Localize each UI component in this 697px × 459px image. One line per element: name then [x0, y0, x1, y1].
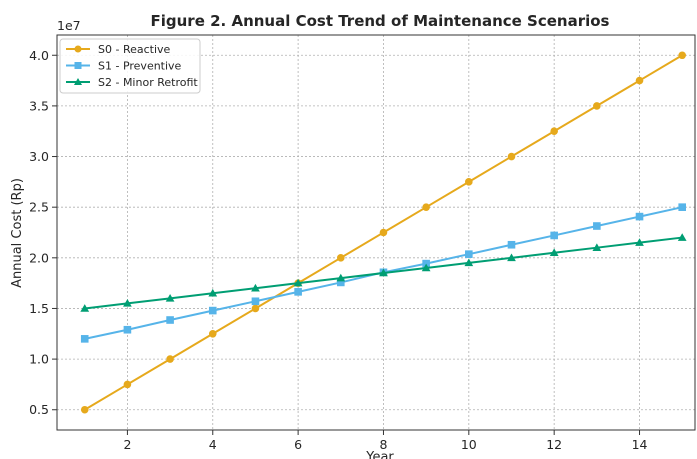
y-offset-label: 1e7 [57, 18, 81, 33]
data-point [166, 316, 174, 324]
x-tick-label: 4 [209, 437, 217, 452]
legend-marker [74, 62, 82, 69]
legend-label: S1 - Preventive [98, 60, 182, 73]
data-point [677, 233, 687, 241]
y-axis-label: Annual Cost (Rp) [10, 178, 25, 288]
data-point [550, 127, 558, 136]
data-point [123, 299, 132, 307]
x-axis-label: Year [365, 450, 394, 459]
data-point [379, 228, 388, 237]
x-tick-label: 10 [461, 437, 477, 452]
data-point [507, 240, 516, 249]
chart-title: Figure 2. Annual Cost Trend of Maintenan… [151, 12, 610, 30]
ticks-layer: 2 4 6 8 10 12 14 0.5 1.0 1.5 2.0 2.5 3.0 3.5 4.0 [29, 48, 647, 452]
data-point [80, 304, 90, 312]
series-layer [80, 51, 687, 414]
y-tick-label: 2.0 [29, 250, 49, 265]
x-tick-label: 6 [294, 437, 302, 452]
data-point [421, 263, 431, 272]
data-point [635, 212, 644, 221]
y-tick-label: 2.5 [29, 200, 49, 215]
data-point [165, 293, 175, 302]
legend-marker [74, 45, 82, 53]
data-point [336, 273, 346, 282]
data-point [379, 268, 388, 277]
x-tick-label: 14 [632, 437, 648, 452]
legend-box [59, 38, 201, 94]
grid-layer [57, 35, 695, 430]
plot-frame [56, 34, 696, 431]
y-tick-label: 3.0 [29, 149, 49, 164]
legend-item-2: S2 - Minor Retrofit [66, 76, 198, 89]
data-point [293, 278, 303, 287]
data-point [123, 380, 132, 389]
y-tick-label: 1.0 [29, 352, 49, 367]
x-tick-label: 12 [546, 437, 562, 452]
y-tick-label: 3.5 [29, 98, 49, 113]
series-2 [80, 233, 687, 312]
legend-item-1: S1 - Preventive [66, 60, 182, 73]
data-point [123, 325, 132, 334]
legend-label: S0 - Reactive [98, 43, 171, 56]
y-tick-label: 1.5 [29, 301, 49, 316]
y-tick-label: 0.5 [29, 402, 49, 417]
x-tick-label: 2 [123, 437, 131, 452]
data-point [251, 283, 260, 292]
x-tick-label: 8 [379, 437, 387, 452]
data-point [336, 278, 345, 287]
data-point [507, 253, 516, 262]
data-point [208, 306, 217, 315]
data-point [80, 335, 89, 343]
data-point [549, 248, 559, 257]
legend-label: S2 - Minor Retrofit [98, 76, 198, 89]
data-point [635, 76, 644, 85]
data-point [593, 222, 601, 230]
series-0 [80, 51, 686, 414]
legend-item-0: S0 - Reactive [66, 43, 171, 56]
data-point [550, 231, 558, 240]
data-point [593, 102, 601, 110]
y-tick-label: 4.0 [29, 48, 49, 63]
data-point [507, 152, 516, 161]
data-point [422, 203, 430, 211]
data-point [251, 304, 260, 313]
data-point [592, 243, 602, 251]
data-point [294, 288, 302, 296]
data-point [465, 178, 473, 186]
data-point [635, 238, 644, 246]
legend: S0 - Reactive S1 - Preventive S2 - Minor R… [59, 38, 201, 94]
data-point [166, 355, 174, 363]
data-point [208, 329, 217, 338]
data-point [464, 258, 474, 267]
data-point [336, 254, 345, 262]
data-point [251, 297, 260, 306]
legend-marker [73, 77, 83, 86]
data-point [465, 250, 473, 258]
data-point [678, 203, 686, 211]
data-point [678, 51, 686, 60]
data-point [80, 405, 89, 414]
data-point [208, 288, 218, 297]
